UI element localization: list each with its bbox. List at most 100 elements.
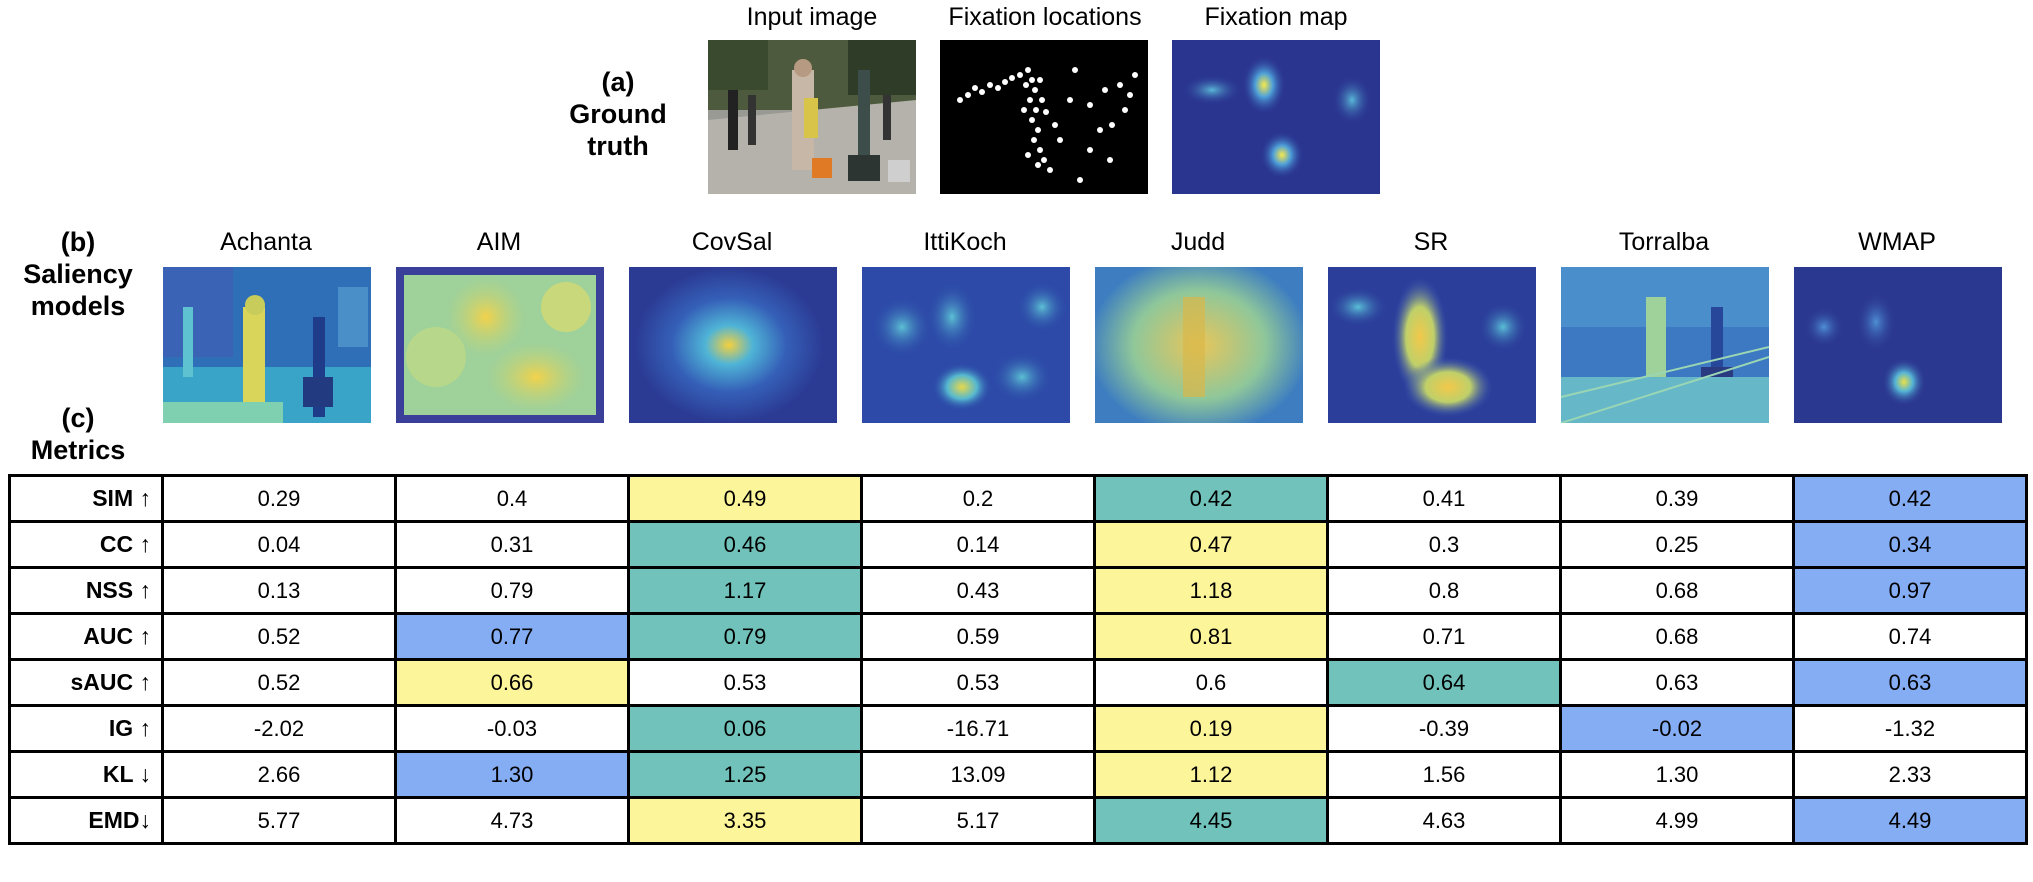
metric-cell: 4.99 xyxy=(1559,796,1795,845)
metric-cell: 0.46 xyxy=(627,520,863,569)
saliency-map-aim xyxy=(396,267,604,423)
metric-row: CC ↑ 0.04 0.31 0.46 0.14 0.47 0.3 0.25 0.34 xyxy=(8,520,2028,569)
ground-truth-line1: Ground xyxy=(569,99,667,129)
metric-cell: 5.77 xyxy=(161,796,397,845)
metric-cell: -0.02 xyxy=(1559,704,1795,753)
metric-cell: 1.18 xyxy=(1093,566,1329,615)
metric-row: KL ↓ 2.66 1.30 1.25 13.09 1.12 1.56 1.30 2.33 xyxy=(8,750,2028,799)
metric-cell: 0.41 xyxy=(1326,474,1562,523)
metric-cell: 1.25 xyxy=(627,750,863,799)
metric-cell: -2.02 xyxy=(161,704,397,753)
metric-cell: 4.49 xyxy=(1792,796,2028,845)
metric-cell: 0.39 xyxy=(1559,474,1795,523)
model-name-torralba: Torralba xyxy=(1618,228,1710,256)
metric-row: IG ↑ -2.02 -0.03 0.06 -16.71 0.19 -0.39 -0.02 -1… xyxy=(8,704,2028,753)
metric-row-label: IG ↑ xyxy=(8,704,164,753)
metric-cell: 3.35 xyxy=(627,796,863,845)
ground-truth-line2: truth xyxy=(587,131,649,161)
metric-cell: 4.63 xyxy=(1326,796,1562,845)
metric-cell: 1.17 xyxy=(627,566,863,615)
metric-cell: 0.6 xyxy=(1093,658,1329,707)
metric-cell: 0.79 xyxy=(394,566,630,615)
model-name-judd: Judd xyxy=(1170,228,1226,256)
ground-truth-letter: (a) xyxy=(601,67,635,97)
model-name-wmap: WMAP xyxy=(1858,228,1936,256)
metric-row-label: EMD↓ xyxy=(8,796,164,845)
saliency-map-achanta xyxy=(163,267,371,423)
metric-cell: 0.3 xyxy=(1326,520,1562,569)
metric-row: AUC ↑ 0.52 0.77 0.79 0.59 0.81 0.71 0.68 0.74 xyxy=(8,612,2028,661)
metric-cell: 5.17 xyxy=(860,796,1096,845)
metric-row-label: sAUC ↑ xyxy=(8,658,164,707)
metrics-table: SIM ↑ 0.29 0.4 0.49 0.2 0.42 0.41 0.39 0.42 CC ↑ 0… xyxy=(8,474,2028,845)
metric-cell: 1.30 xyxy=(394,750,630,799)
metric-cell: 0.29 xyxy=(161,474,397,523)
metric-cell: -0.39 xyxy=(1326,704,1562,753)
metric-cell: 2.33 xyxy=(1792,750,2028,799)
input-image xyxy=(708,40,916,194)
caption-fixation-locations: Fixation locations xyxy=(948,3,1142,31)
metric-cell: 0.81 xyxy=(1093,612,1329,661)
metric-cell: 0.8 xyxy=(1326,566,1562,615)
metric-cell: 0.04 xyxy=(161,520,397,569)
metric-cell: 0.74 xyxy=(1792,612,2028,661)
saliency-map-wmap xyxy=(1794,267,2002,423)
metric-row-label: NSS ↑ xyxy=(8,566,164,615)
saliency-models-letter: (b) xyxy=(60,227,96,257)
metric-cell: -0.03 xyxy=(394,704,630,753)
metric-cell: 0.47 xyxy=(1093,520,1329,569)
metric-cell: 0.59 xyxy=(860,612,1096,661)
caption-input-image: Input image xyxy=(746,3,878,31)
metric-cell: 1.56 xyxy=(1326,750,1562,799)
saliency-map-sr xyxy=(1328,267,1536,423)
metric-cell: 0.43 xyxy=(860,566,1096,615)
saliency-map-covsal xyxy=(629,267,837,423)
metric-row-label: KL ↓ xyxy=(8,750,164,799)
metric-cell: 0.79 xyxy=(627,612,863,661)
metric-cell: 0.77 xyxy=(394,612,630,661)
metric-cell: 0.42 xyxy=(1792,474,2028,523)
fixation-map-image xyxy=(1172,40,1380,194)
saliency-map-ittikoch xyxy=(862,267,1070,423)
metrics-label: (c) Metrics xyxy=(8,402,148,466)
metric-cell: 0.68 xyxy=(1559,566,1795,615)
metric-cell: 0.53 xyxy=(627,658,863,707)
metric-cell: 2.66 xyxy=(161,750,397,799)
metric-cell: 4.73 xyxy=(394,796,630,845)
metric-row: SIM ↑ 0.29 0.4 0.49 0.2 0.42 0.41 0.39 0.42 xyxy=(8,474,2028,523)
metric-cell: 0.25 xyxy=(1559,520,1795,569)
metric-row: sAUC ↑ 0.52 0.66 0.53 0.53 0.6 0.64 0.63 0.63 xyxy=(8,658,2028,707)
metric-cell: 0.52 xyxy=(161,658,397,707)
metric-cell: 0.53 xyxy=(860,658,1096,707)
metric-cell: 0.97 xyxy=(1792,566,2028,615)
metric-cell: 1.12 xyxy=(1093,750,1329,799)
metric-cell: -16.71 xyxy=(860,704,1096,753)
metric-cell: 0.31 xyxy=(394,520,630,569)
saliency-models-line1: Saliency xyxy=(23,259,133,289)
metric-cell: -1.32 xyxy=(1792,704,2028,753)
saliency-models-label: (b) Saliency models xyxy=(8,226,148,322)
metric-cell: 0.66 xyxy=(394,658,630,707)
model-name-sr: SR xyxy=(1413,228,1449,256)
model-name-aim: AIM xyxy=(476,228,522,256)
metric-cell: 13.09 xyxy=(860,750,1096,799)
model-name-achanta: Achanta xyxy=(220,228,312,256)
saliency-models-line2: models xyxy=(30,291,126,321)
metric-cell: 0.14 xyxy=(860,520,1096,569)
saliency-map-torralba xyxy=(1561,267,1769,423)
metric-cell: 0.68 xyxy=(1559,612,1795,661)
metrics-letter: (c) xyxy=(61,403,95,433)
model-name-covsal: CovSal xyxy=(691,228,773,256)
metric-cell: 0.63 xyxy=(1559,658,1795,707)
metric-cell: 4.45 xyxy=(1093,796,1329,845)
model-name-ittikoch: IttiKoch xyxy=(923,228,1007,256)
metric-cell: 0.42 xyxy=(1093,474,1329,523)
caption-fixation-map: Fixation map xyxy=(1204,3,1348,31)
metric-cell: 0.52 xyxy=(161,612,397,661)
metric-row: NSS ↑ 0.13 0.79 1.17 0.43 1.18 0.8 0.68 0.97 xyxy=(8,566,2028,615)
metric-cell: 0.06 xyxy=(627,704,863,753)
metric-cell: 0.13 xyxy=(161,566,397,615)
metric-cell: 0.71 xyxy=(1326,612,1562,661)
fixation-locations-image xyxy=(940,40,1148,194)
metric-cell: 0.2 xyxy=(860,474,1096,523)
